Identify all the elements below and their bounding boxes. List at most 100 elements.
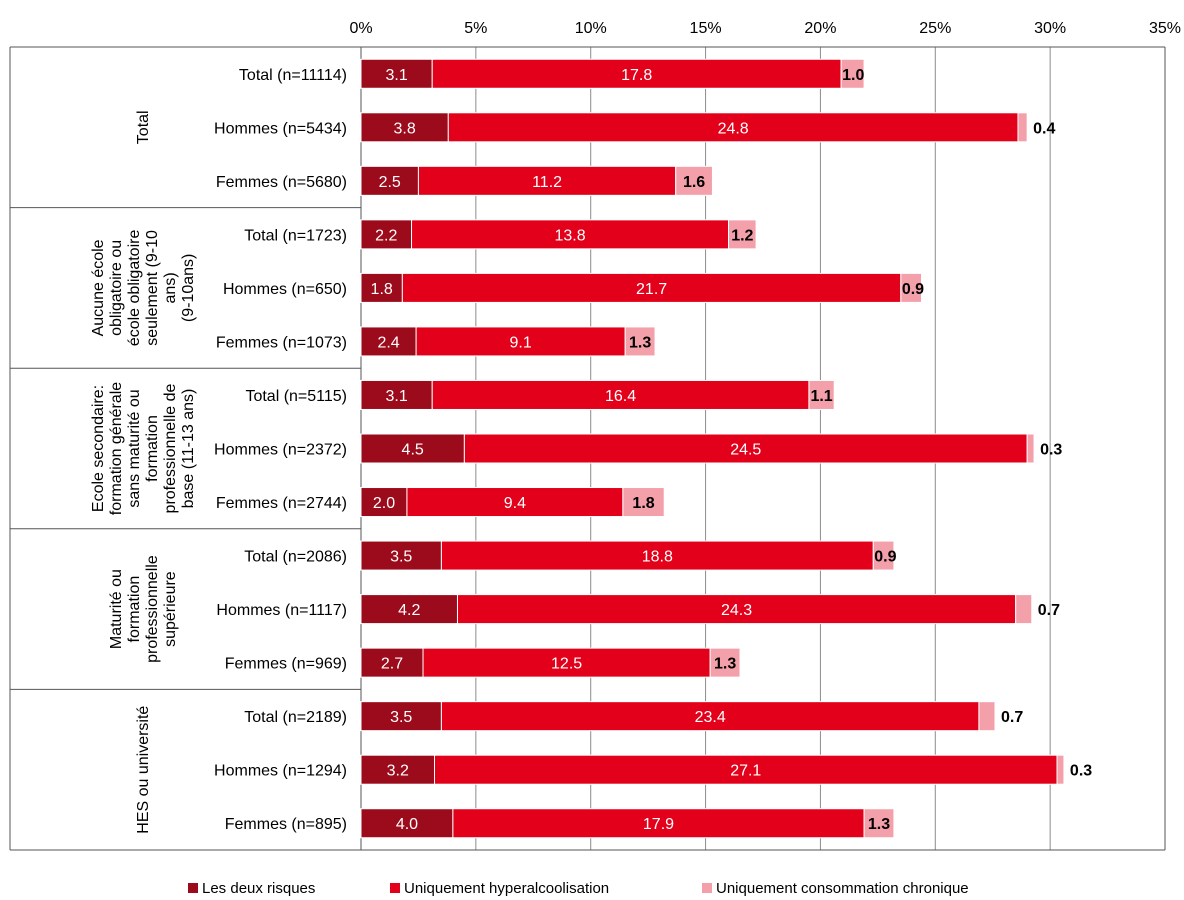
row-label: Total (n=1723) — [244, 227, 347, 244]
group-label-line: ans) — [162, 272, 179, 303]
bar-segment-both — [360, 754, 436, 785]
legend-label-binge: Uniquement hyperalcoolisation — [404, 880, 610, 897]
group-label-line: supérieure — [162, 571, 179, 647]
row-label: Hommes (n=650) — [223, 281, 347, 298]
data-label-both: 4.2 — [398, 602, 420, 619]
group-label-line: Maturité ou — [108, 569, 125, 649]
data-label-chronic: 0.3 — [1040, 442, 1062, 459]
bar-segment-chronic — [622, 487, 665, 518]
bar-segment-binge — [440, 540, 874, 571]
row-label: Femmes (n=1073) — [216, 334, 347, 351]
bar-segment-both — [360, 808, 454, 839]
data-label-chronic: 1.0 — [842, 67, 864, 84]
legend-label-chronic: Uniquement consommation chronique — [716, 880, 969, 897]
legend-swatch-both — [188, 883, 198, 893]
data-label-both: 3.5 — [390, 709, 412, 726]
data-label-both: 2.4 — [377, 334, 399, 351]
data-label-binge: 16.4 — [605, 388, 636, 405]
group-label: HES ou université — [135, 706, 152, 834]
data-label-binge: 11.2 — [532, 174, 562, 191]
group-label-line: école obligatoire — [126, 230, 143, 347]
row-label: Hommes (n=1117) — [216, 602, 347, 619]
bar-segment-chronic — [728, 219, 757, 250]
data-label-chronic: 1.3 — [868, 816, 890, 833]
row-label: Femmes (n=895) — [225, 816, 347, 833]
group-label-line: professionnelle — [144, 555, 161, 663]
x-tick-label: 35% — [1149, 20, 1181, 37]
legend-swatch-binge — [390, 883, 400, 893]
bar-segment-chronic — [1056, 754, 1065, 785]
bar-segment-binge — [411, 219, 730, 250]
row-label: Total (n=2189) — [244, 709, 347, 726]
data-label-chronic: 0.9 — [902, 281, 924, 298]
bar-segment-both — [360, 594, 458, 625]
group-label: Aucune écoleobligatoire ouécole obligato… — [90, 230, 197, 347]
group-label: Total — [135, 110, 152, 144]
bar-segment-chronic — [900, 272, 923, 303]
bar-segment-chronic — [624, 326, 656, 357]
x-tick-label: 20% — [804, 20, 836, 37]
bar-segment-both — [360, 112, 449, 143]
stacked-bar-chart: 0% 5% 10% 15% 20% 25% 30% 35% Total Total (n=1111… — [9, 20, 1181, 851]
data-label-chronic: 0.3 — [1070, 763, 1092, 780]
bar-segment-both — [360, 701, 442, 732]
data-label-both: 3.1 — [385, 388, 407, 405]
row-label: Hommes (n=2372) — [214, 442, 347, 459]
data-label-binge: 27.1 — [730, 763, 761, 780]
row-label: Femmes (n=969) — [225, 656, 347, 673]
bar-segment-both — [360, 487, 408, 518]
data-label-binge: 17.8 — [621, 67, 652, 84]
group-label-line: obligatoire ou — [108, 240, 125, 336]
bar-segment-binge — [452, 808, 865, 839]
row-label: Hommes (n=1294) — [214, 763, 347, 780]
data-label-both: 3.1 — [385, 67, 407, 84]
legend-swatch-chronic — [702, 883, 712, 893]
data-label-both: 4.0 — [396, 816, 418, 833]
data-label-chronic: 0.4 — [1033, 120, 1055, 137]
x-tick-label: 25% — [919, 20, 951, 37]
bar-segment-chronic — [675, 165, 713, 196]
x-tick-label: 30% — [1034, 20, 1066, 37]
data-label-both: 2.2 — [375, 227, 397, 244]
row-label: Total (n=2086) — [244, 549, 347, 566]
data-label-chronic: 0.9 — [874, 549, 896, 566]
data-label-both: 3.5 — [390, 549, 412, 566]
group-label-line: formation — [144, 415, 161, 482]
group-label-line: Total — [135, 110, 152, 144]
data-label-binge: 17.9 — [643, 816, 674, 833]
group-label-line: Ecole secondaire: — [90, 385, 107, 512]
group-label-line: (9-10ans) — [180, 254, 197, 322]
x-tick-label: 0% — [349, 20, 372, 37]
bar-segment-both — [360, 58, 433, 89]
data-label-chronic: 1.3 — [629, 334, 651, 351]
group-label-line: base (11-13 ans) — [180, 389, 197, 509]
bar-segment-chronic — [872, 540, 895, 571]
data-label-chronic: 0.7 — [1001, 709, 1023, 726]
bar-segment-chronic — [1017, 112, 1028, 143]
data-label-chronic: 0.7 — [1038, 602, 1060, 619]
chart-legend: Les deux risques Uniquement hyperalcooli… — [0, 880, 1184, 900]
group-label-line: seulement (9-10 — [144, 230, 161, 346]
row-label: Hommes (n=5434) — [214, 120, 347, 137]
data-label-binge: 24.8 — [718, 120, 749, 137]
legend-item-binge: Uniquement hyperalcoolisation — [390, 880, 609, 898]
data-label-binge: 23.4 — [695, 709, 726, 726]
x-tick-label: 10% — [575, 20, 607, 37]
bar-segment-chronic — [808, 379, 835, 410]
data-label-binge: 21.7 — [636, 281, 667, 298]
bar-segment-binge — [401, 272, 902, 303]
data-label-both: 4.5 — [402, 442, 424, 459]
data-label-binge: 24.3 — [721, 602, 752, 619]
bar-segment-binge — [456, 594, 1017, 625]
bar-segment-chronic — [840, 58, 865, 89]
data-label-chronic: 1.3 — [714, 656, 736, 673]
bar-segment-binge — [431, 58, 842, 89]
data-label-binge: 18.8 — [642, 549, 673, 566]
data-label-both: 2.0 — [373, 495, 395, 512]
data-label-chronic: 1.2 — [731, 227, 753, 244]
bar-segment-chronic — [1015, 594, 1033, 625]
data-label-both: 3.8 — [394, 120, 416, 137]
bar-segment-chronic — [978, 701, 996, 732]
bar-segment-both — [360, 326, 417, 357]
group-label-line: sans maturité ou — [126, 389, 143, 507]
